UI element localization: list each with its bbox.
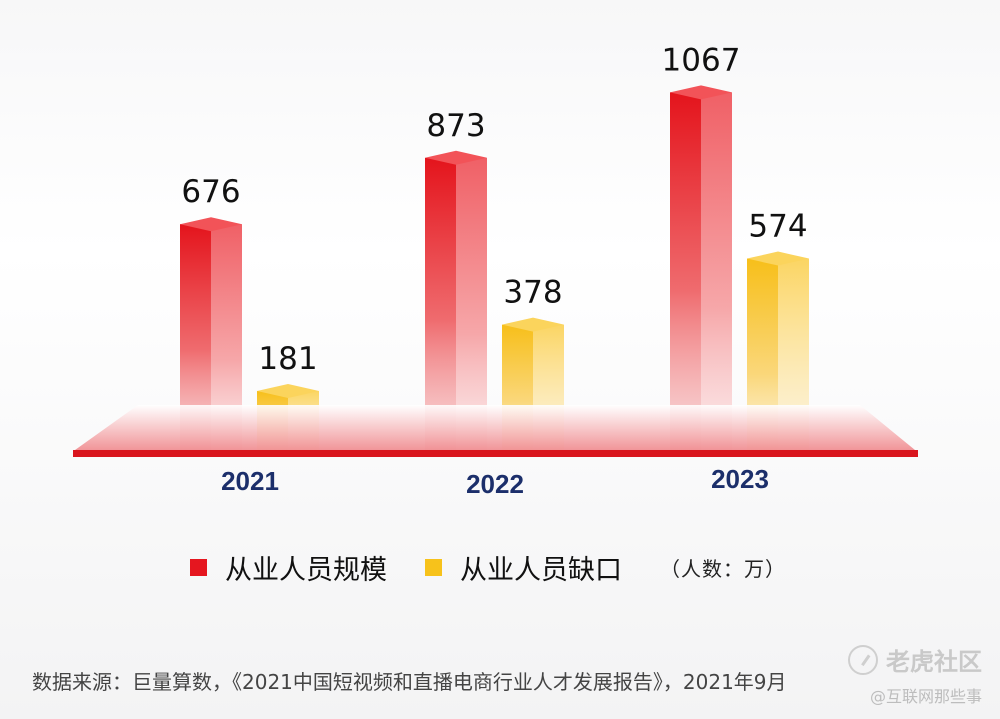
value-label-gap-2023: 574 xyxy=(748,209,807,245)
unit-note: （人数：万） xyxy=(660,557,786,581)
bar-scale-2022 xyxy=(425,150,487,452)
value-label-scale-2023: 1067 xyxy=(662,42,741,78)
watermark: 老虎社区 @互联网那些事 xyxy=(848,642,982,707)
value-label-gap-2022: 378 xyxy=(503,275,562,311)
legend-item-gap: 从业人员缺口 xyxy=(425,548,622,587)
legend-label-gap: 从业人员缺口 xyxy=(460,555,622,586)
bar-scale-2023 xyxy=(670,85,732,453)
watermark-main: 老虎社区 xyxy=(886,648,982,676)
watermark-sub: @互联网那些事 xyxy=(869,687,982,706)
category-label-2021: 2021 xyxy=(221,466,279,496)
value-label-gap-2021: 181 xyxy=(258,341,317,377)
value-label-scale-2022: 873 xyxy=(426,108,485,144)
legend-label-scale: 从业人员规模 xyxy=(225,555,387,586)
legend: 从业人员规模 从业人员缺口 （人数：万） xyxy=(190,548,786,587)
legend-item-scale: 从业人员规模 xyxy=(190,548,387,587)
category-label-2023: 2023 xyxy=(711,464,769,494)
x-axis-line xyxy=(73,450,918,457)
legend-swatch-yellow xyxy=(425,559,442,576)
data-source: 数据来源：巨量算数，《2021中国短视频和直播电商行业人才发展报告》，2021年… xyxy=(32,670,787,694)
tiger-logo-icon xyxy=(848,644,878,675)
value-label-scale-2021: 676 xyxy=(181,174,240,210)
category-label-2022: 2022 xyxy=(466,469,524,499)
chart-floor xyxy=(75,405,915,450)
bar-chart: 676 181 2021 873 378 2022 1067 574 2023 xyxy=(73,42,918,499)
legend-swatch-red xyxy=(190,559,207,576)
